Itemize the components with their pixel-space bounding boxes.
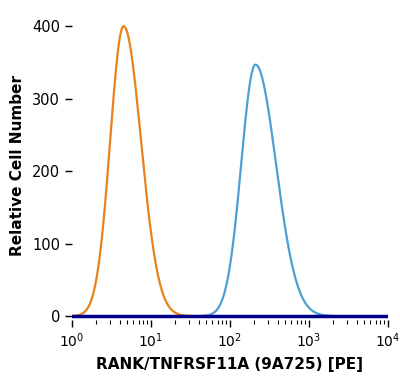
Y-axis label: Relative Cell Number: Relative Cell Number [10, 75, 25, 256]
X-axis label: RANK/TNFRSF11A (9A725) [PE]: RANK/TNFRSF11A (9A725) [PE] [96, 357, 364, 372]
